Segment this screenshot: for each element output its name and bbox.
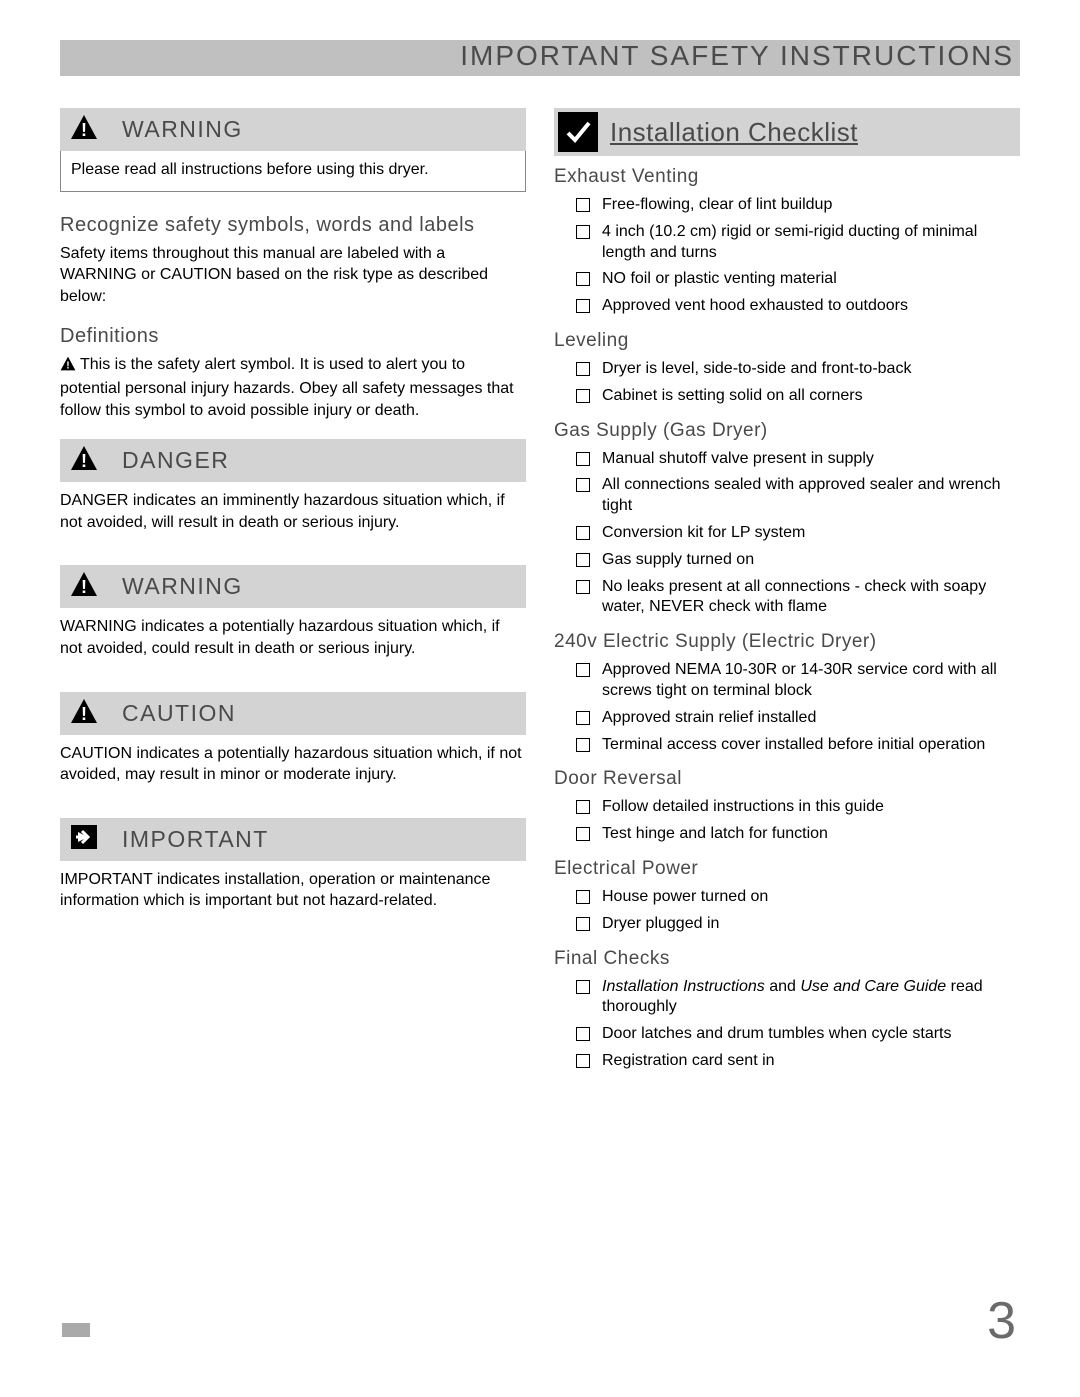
- checklist-list: Approved NEMA 10-30R or 14-30R service c…: [554, 657, 1020, 758]
- left-column: ! WARNING Please read all instructions b…: [60, 108, 526, 1085]
- final-checks-list: Installation Instructions and Use and Ca…: [554, 974, 1020, 1075]
- checklist-item: All connections sealed with approved sea…: [576, 472, 1020, 520]
- page-title: IMPORTANT SAFETY INSTRUCTIONS: [60, 40, 1020, 80]
- checklist-section-heading: Exhaust Venting: [554, 166, 1020, 188]
- warning-triangle-icon: !: [70, 571, 98, 602]
- two-column-layout: ! WARNING Please read all instructions b…: [60, 108, 1020, 1085]
- caution-header: ! CAUTION: [60, 692, 526, 735]
- checklist-item: No leaks present at all connections - ch…: [576, 574, 1020, 622]
- definitions-body: This is the safety alert symbol. It is u…: [60, 356, 514, 418]
- recognize-text: Safety items throughout this manual are …: [60, 243, 526, 308]
- checklist-item: Installation Instructions and Use and Ca…: [576, 974, 1020, 1022]
- checklist-section-heading: Gas Supply (Gas Dryer): [554, 420, 1020, 442]
- checklist-item: Free-flowing, clear of lint buildup: [576, 192, 1020, 219]
- svg-text:!: !: [81, 120, 87, 140]
- checklist-item: Door latches and drum tumbles when cycle…: [576, 1021, 1020, 1048]
- checklist-section-heading: Door Reversal: [554, 768, 1020, 790]
- warning-triangle-icon: !: [70, 445, 98, 476]
- warning-title-top: WARNING: [122, 116, 243, 143]
- svg-text:!: !: [81, 577, 87, 597]
- checklist-header: Installation Checklist: [554, 108, 1020, 156]
- checklist-list: House power turned onDryer plugged in: [554, 884, 1020, 938]
- caution-title: CAUTION: [122, 700, 236, 727]
- checklist-item: Manual shutoff valve present in supply: [576, 446, 1020, 473]
- page-number: 3: [987, 1291, 1016, 1351]
- checklist-item: Approved NEMA 10-30R or 14-30R service c…: [576, 657, 1020, 705]
- checklist-item: Follow detailed instructions in this gui…: [576, 794, 1020, 821]
- right-column: Installation Checklist Exhaust Venting Fr…: [554, 108, 1020, 1085]
- checklist-item: Cabinet is setting solid on all corners: [576, 383, 1020, 410]
- final-checks-heading: Final Checks: [554, 948, 1020, 970]
- checklist-item: Dryer plugged in: [576, 911, 1020, 938]
- warning-triangle-icon: !: [70, 114, 98, 145]
- warning-box-top: Please read all instructions before usin…: [60, 151, 526, 192]
- warning-triangle-icon: !: [60, 356, 76, 378]
- danger-text: DANGER indicates an imminently hazardous…: [60, 482, 526, 543]
- page-root: IMPORTANT SAFETY INSTRUCTIONS ! WARNING …: [0, 0, 1080, 1085]
- checklist-item: Dryer is level, side-to-side and front-t…: [576, 356, 1020, 383]
- checklist-section-heading: Leveling: [554, 330, 1020, 352]
- final-item1-post: Use and Care Guide: [800, 978, 946, 995]
- checklist-item: Conversion kit for LP system: [576, 520, 1020, 547]
- definitions-heading: Definitions: [60, 325, 526, 348]
- danger-title: DANGER: [122, 447, 229, 474]
- checklist-item: Test hinge and latch for function: [576, 821, 1020, 848]
- warning-title: WARNING: [122, 573, 243, 600]
- checklist-section-heading: Electrical Power: [554, 858, 1020, 880]
- important-title: IMPORTANT: [122, 826, 269, 853]
- checklist-item: Approved vent hood exhausted to outdoors: [576, 293, 1020, 320]
- warning-text: WARNING indicates a potentially hazardou…: [60, 608, 526, 669]
- warning-header: ! WARNING: [60, 565, 526, 608]
- svg-text:!: !: [81, 704, 87, 724]
- footer-accent: [62, 1323, 90, 1337]
- important-header: IMPORTANT: [60, 818, 526, 861]
- svg-text:!: !: [66, 361, 69, 371]
- check-icon: [558, 112, 598, 152]
- warning-header-top: ! WARNING: [60, 108, 526, 151]
- checklist-item: House power turned on: [576, 884, 1020, 911]
- checklist-list: Free-flowing, clear of lint buildup4 inc…: [554, 192, 1020, 320]
- warning-triangle-icon: !: [70, 698, 98, 729]
- final-item1-mid: and: [765, 978, 801, 995]
- svg-text:!: !: [81, 451, 87, 471]
- checklist-item: 4 inch (10.2 cm) rigid or semi-rigid duc…: [576, 219, 1020, 267]
- checklist-item: Gas supply turned on: [576, 547, 1020, 574]
- checklist-list: Dryer is level, side-to-side and front-t…: [554, 356, 1020, 410]
- checklist-list: Manual shutoff valve present in supplyAl…: [554, 446, 1020, 622]
- arrow-right-icon: [70, 824, 98, 855]
- checklist-item: Approved strain relief installed: [576, 705, 1020, 732]
- checklist-title: Installation Checklist: [610, 117, 858, 148]
- final-item1-pre: Installation Instructions: [602, 978, 765, 995]
- checklist-item: Terminal access cover installed before i…: [576, 732, 1020, 759]
- caution-text: CAUTION indicates a potentially hazardou…: [60, 735, 526, 796]
- recognize-heading: Recognize safety symbols, words and labe…: [60, 214, 526, 237]
- checklist-list: Follow detailed instructions in this gui…: [554, 794, 1020, 848]
- definitions-text: ! This is the safety alert symbol. It is…: [60, 354, 526, 421]
- checklist-item: NO foil or plastic venting material: [576, 266, 1020, 293]
- checklist-section-heading: 240v Electric Supply (Electric Dryer): [554, 631, 1020, 653]
- checklist-sections: Exhaust Venting Free-flowing, clear of li…: [554, 166, 1020, 938]
- important-text: IMPORTANT indicates installation, operat…: [60, 861, 526, 922]
- checklist-item: Registration card sent in: [576, 1048, 1020, 1075]
- danger-header: ! DANGER: [60, 439, 526, 482]
